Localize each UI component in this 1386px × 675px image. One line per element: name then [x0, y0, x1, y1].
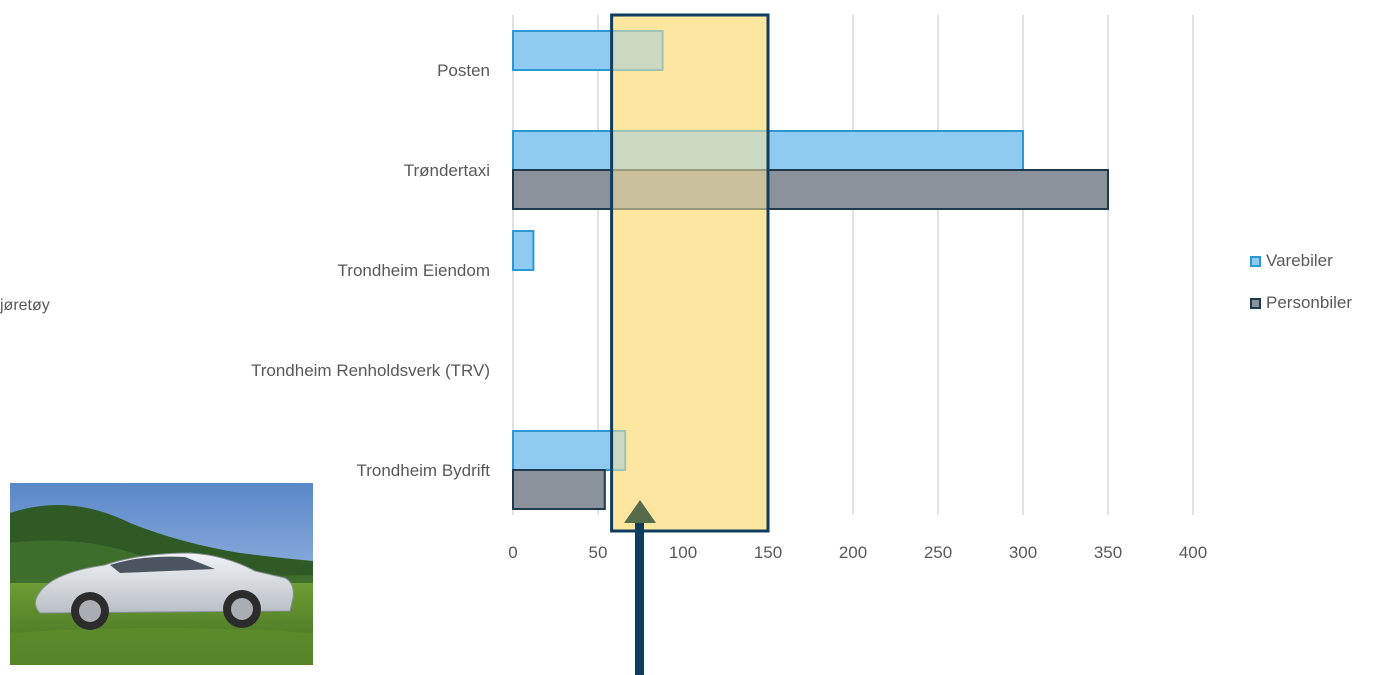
- side-label: jøretøy: [0, 297, 50, 314]
- car-photo-illustration: [10, 483, 313, 665]
- category-label-1: Trøndertaxi: [404, 161, 490, 180]
- arrow: [624, 500, 656, 675]
- legend-label-personbiler: Personbiler: [1266, 293, 1352, 312]
- legend-swatch-personbiler: [1250, 297, 1261, 309]
- x-tick-label-350: 350: [1094, 543, 1122, 562]
- bar-personbiler-4: [512, 469, 606, 510]
- x-tick-label-0: 0: [508, 543, 517, 562]
- x-tick-label-100: 100: [669, 543, 697, 562]
- category-label-0: Posten: [437, 61, 490, 80]
- x-tick-label-300: 300: [1009, 543, 1037, 562]
- x-tick-label-50: 50: [589, 543, 608, 562]
- bar-personbiler-1: [512, 169, 1109, 210]
- arrow-head: [624, 500, 656, 523]
- bar-varebiler-2: [512, 230, 535, 271]
- x-tick-labels: 0 50 100 150 200 250 300 350 400: [508, 543, 1207, 562]
- x-tick-label-200: 200: [839, 543, 867, 562]
- category-label-4: Trondheim Bydrift: [356, 461, 490, 480]
- highlight-box-outline: [610, 13, 770, 533]
- category-labels: Posten Trøndertaxi Trondheim Eiendom Trondh…: [251, 61, 490, 480]
- category-label-3: Trondheim Renholdsverk (TRV): [251, 361, 490, 380]
- legend-label-varebiler: Varebiler: [1266, 251, 1333, 270]
- x-tick-label-400: 400: [1179, 543, 1207, 562]
- highlight-overlay: [610, 13, 770, 533]
- legend-item-personbiler: Personbiler: [1250, 292, 1352, 314]
- bars: [512, 30, 1109, 510]
- legend-swatch-varebiler: [1250, 255, 1261, 267]
- electric-car-photo: [10, 483, 313, 665]
- x-tick-label-250: 250: [924, 543, 952, 562]
- category-label-2: Trondheim Eiendom: [338, 261, 490, 280]
- arrow-shaft: [635, 521, 644, 675]
- bar-varebiler-4: [512, 430, 627, 471]
- legend: Varebiler Personbiler: [1250, 250, 1352, 334]
- legend-item-varebiler: Varebiler: [1250, 250, 1352, 272]
- x-tick-label-150: 150: [754, 543, 782, 562]
